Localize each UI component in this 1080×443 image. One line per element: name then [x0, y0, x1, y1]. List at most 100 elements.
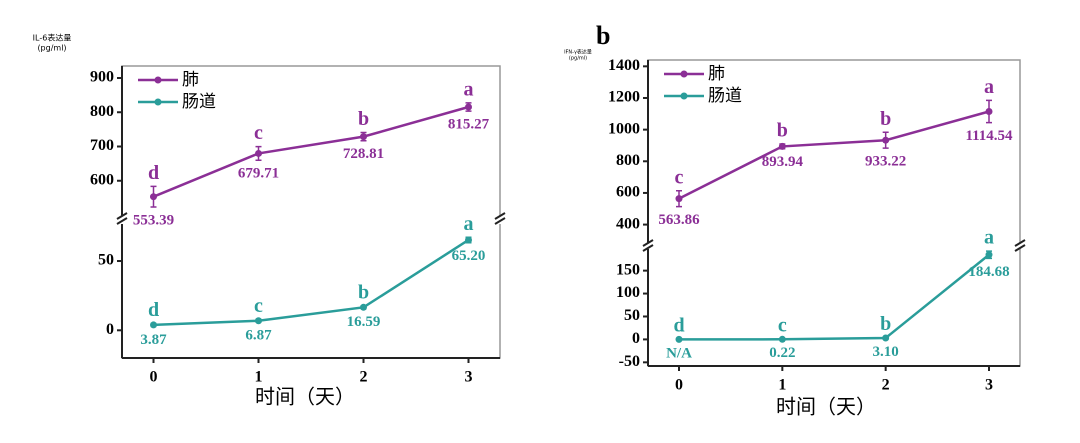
significance-letter: b: [358, 282, 369, 304]
x-tick-label: 1: [255, 369, 263, 386]
axis-break-mark: [1014, 244, 1026, 252]
data-line: [153, 238, 470, 327]
data-point: [778, 142, 786, 150]
data-point: [255, 149, 262, 157]
axis-break-gap: [116, 216, 506, 224]
significance-letter: a: [464, 78, 474, 100]
y-tick-label: 900: [90, 69, 114, 86]
y-tick-label: 150: [616, 261, 640, 278]
data-point: [675, 335, 683, 343]
legend-label: 肠道: [708, 86, 742, 106]
legend-label: 肺: [182, 70, 199, 90]
x-tick-label: 3: [985, 377, 993, 394]
chart-title: b: [596, 21, 610, 50]
value-label: 933.22: [865, 154, 906, 170]
axis-break-mark: [494, 212, 506, 220]
value-label: 553.39: [133, 212, 174, 228]
legend-marker: [680, 70, 688, 78]
data-point: [150, 321, 157, 329]
axis-break-gap: [642, 243, 1026, 249]
x-tick-label: 2: [360, 369, 368, 386]
x-tick-label: 0: [675, 377, 683, 394]
data-line: [153, 105, 469, 198]
y-tick-label: -50: [619, 353, 640, 370]
y-tick-label: 400: [616, 215, 640, 232]
axis-break-mark: [116, 212, 128, 220]
axis-break-mark: [1014, 239, 1026, 247]
value-label: 679.71: [238, 166, 279, 182]
significance-letter: b: [880, 108, 891, 130]
y-tick-label: 1400: [608, 57, 640, 74]
axis-break-mark: [116, 217, 128, 225]
value-label: 65.20: [452, 248, 486, 264]
y-axis-unit: (pg/ml): [37, 44, 66, 53]
data-point: [985, 108, 993, 116]
x-tick-label: 3: [465, 369, 473, 386]
x-axis-label: 时间（天）: [255, 385, 355, 409]
significance-letter: b: [880, 313, 891, 335]
y-tick-label: 0: [632, 330, 640, 347]
axis-break-mark: [642, 244, 654, 252]
significance-letter: b: [358, 108, 369, 130]
data-line: [678, 253, 990, 341]
significance-letter: c: [254, 122, 263, 144]
y-tick-label: 700: [90, 137, 114, 154]
significance-letter: d: [148, 299, 159, 321]
y-axis-label: IL-6表达量: [33, 33, 72, 43]
y-tick-label: 800: [616, 152, 640, 169]
significance-letter: c: [254, 295, 263, 317]
data-point: [882, 136, 890, 144]
significance-letter: a: [984, 76, 994, 98]
data-line: [678, 110, 990, 200]
data-point: [465, 103, 472, 111]
data-point: [985, 251, 993, 259]
axis-break-mark: [494, 217, 506, 225]
value-label: 3.87: [140, 332, 167, 348]
significance-letter: d: [148, 162, 159, 184]
value-label: 184.68: [968, 264, 1009, 280]
significance-letter: c: [675, 166, 684, 188]
x-tick-label: 2: [882, 377, 890, 394]
y-tick-label: 1200: [608, 89, 640, 106]
y-tick-label: 600: [90, 171, 114, 188]
significance-letter: b: [777, 120, 788, 142]
y-tick-label: 800: [90, 103, 114, 120]
data-point: [778, 335, 786, 343]
data-point: [360, 133, 367, 141]
legend-label: 肺: [708, 64, 725, 84]
y-tick-label: 600: [616, 184, 640, 201]
y-tick-label: 50: [98, 252, 114, 269]
data-point: [465, 236, 472, 244]
significance-letter: c: [778, 314, 787, 336]
value-label: 0.22: [769, 345, 795, 361]
legend-marker: [154, 76, 162, 84]
x-tick-label: 1: [778, 377, 786, 394]
y-tick-label: 0: [106, 321, 114, 338]
y-tick-label: 1000: [608, 120, 640, 137]
y-tick-label: 100: [616, 284, 640, 301]
y-axis-label: IFN-γ表达量: [564, 49, 592, 56]
legend-marker: [680, 92, 688, 100]
data-point: [255, 317, 262, 325]
legend-marker: [154, 98, 162, 106]
x-tick-label: 0: [150, 369, 158, 386]
axis-break-mark: [642, 239, 654, 247]
legend-label: 肠道: [182, 92, 216, 112]
data-point: [150, 193, 157, 201]
value-label: 893.94: [762, 154, 804, 170]
plot-frame: [647, 59, 1021, 367]
data-point: [360, 303, 367, 311]
y-tick-label: 50: [624, 307, 640, 324]
value-label: N/A: [666, 345, 692, 361]
y-axis-unit: (pg/ml): [569, 56, 587, 62]
value-label: 563.86: [658, 212, 700, 228]
value-label: 3.10: [873, 344, 899, 360]
significance-letter: a: [464, 213, 474, 235]
value-label: 16.59: [347, 314, 381, 330]
value-label: 1114.54: [965, 128, 1013, 144]
significance-letter: d: [673, 315, 684, 337]
data-point: [882, 334, 890, 342]
data-point: [675, 195, 683, 203]
significance-letter: a: [984, 227, 994, 249]
